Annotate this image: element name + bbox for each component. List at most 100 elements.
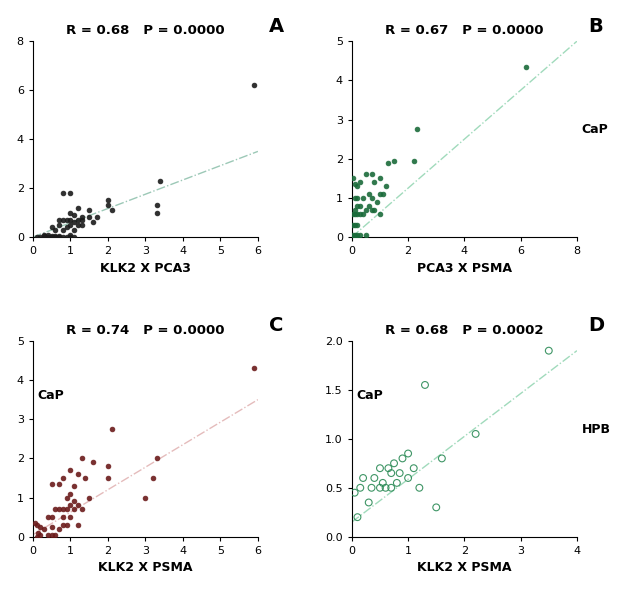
Point bbox=[521, 62, 531, 72]
Point bbox=[35, 530, 45, 540]
Point bbox=[65, 208, 75, 217]
Point bbox=[367, 170, 377, 179]
Point bbox=[80, 473, 90, 483]
Point bbox=[50, 530, 60, 540]
Point bbox=[350, 220, 360, 230]
Point bbox=[76, 454, 87, 463]
Point bbox=[361, 205, 371, 215]
Point bbox=[107, 206, 117, 215]
Point bbox=[381, 483, 391, 492]
Point bbox=[54, 220, 64, 229]
Point bbox=[65, 230, 75, 239]
Point bbox=[352, 181, 362, 191]
Point bbox=[69, 497, 79, 506]
Point bbox=[69, 481, 79, 491]
Point bbox=[348, 230, 358, 240]
Point bbox=[54, 231, 64, 241]
Point bbox=[356, 230, 366, 240]
Point bbox=[58, 473, 68, 483]
Point bbox=[58, 505, 68, 514]
Point bbox=[249, 363, 259, 373]
Point bbox=[352, 220, 362, 230]
Title: R = 0.68   P = 0.0000: R = 0.68 P = 0.0000 bbox=[66, 24, 224, 37]
Point bbox=[43, 232, 53, 242]
Point bbox=[348, 232, 358, 242]
Point bbox=[43, 230, 53, 239]
X-axis label: PCA3 X PSMA: PCA3 X PSMA bbox=[417, 262, 512, 275]
Point bbox=[249, 80, 259, 90]
Point bbox=[107, 424, 117, 434]
Point bbox=[46, 479, 56, 489]
Point bbox=[403, 449, 413, 458]
Point bbox=[65, 512, 75, 522]
Point bbox=[420, 380, 430, 389]
Point bbox=[84, 493, 94, 502]
Point bbox=[377, 478, 387, 488]
Point bbox=[65, 489, 75, 498]
Point bbox=[367, 193, 377, 203]
Point bbox=[350, 488, 360, 498]
Point bbox=[76, 215, 87, 225]
Point bbox=[39, 524, 49, 534]
Point bbox=[152, 200, 162, 210]
Point bbox=[350, 209, 360, 218]
Point bbox=[103, 462, 113, 471]
Title: R = 0.68   P = 0.0002: R = 0.68 P = 0.0002 bbox=[385, 324, 544, 337]
Point bbox=[35, 232, 45, 242]
Point bbox=[69, 505, 79, 514]
Point bbox=[383, 158, 393, 167]
X-axis label: KLK2 X PSMA: KLK2 X PSMA bbox=[417, 561, 512, 574]
Point bbox=[39, 230, 49, 239]
Point bbox=[46, 512, 56, 522]
Point bbox=[46, 232, 56, 242]
X-axis label: KLK2 X PCA3: KLK2 X PCA3 bbox=[100, 262, 191, 275]
Point bbox=[92, 213, 102, 222]
Point bbox=[61, 223, 71, 232]
Point bbox=[54, 215, 64, 225]
Point bbox=[73, 501, 83, 510]
Point bbox=[414, 483, 424, 492]
Point bbox=[73, 469, 83, 479]
Point bbox=[54, 505, 64, 514]
Point bbox=[352, 230, 362, 240]
Point bbox=[364, 189, 374, 199]
Point bbox=[350, 180, 360, 189]
Point bbox=[369, 177, 379, 187]
Point bbox=[348, 209, 358, 218]
Point bbox=[375, 209, 385, 218]
Point bbox=[155, 176, 166, 186]
Point bbox=[50, 225, 60, 235]
Text: B: B bbox=[588, 17, 603, 35]
Point bbox=[381, 181, 391, 191]
Point bbox=[398, 454, 408, 463]
Point bbox=[437, 454, 447, 463]
Point bbox=[103, 200, 113, 210]
Point bbox=[403, 473, 413, 483]
Title: R = 0.74   P = 0.0000: R = 0.74 P = 0.0000 bbox=[66, 324, 224, 337]
Point bbox=[356, 201, 366, 210]
Point bbox=[76, 505, 87, 514]
Point bbox=[369, 205, 379, 215]
Point bbox=[61, 493, 71, 502]
Point bbox=[369, 473, 379, 483]
Point bbox=[29, 518, 40, 528]
Point bbox=[35, 522, 45, 532]
Point bbox=[69, 225, 79, 235]
Point bbox=[352, 209, 362, 218]
Point bbox=[73, 203, 83, 212]
Point bbox=[372, 197, 382, 207]
Text: A: A bbox=[269, 17, 284, 35]
Point bbox=[409, 156, 419, 165]
Point bbox=[39, 231, 49, 241]
Point bbox=[152, 454, 162, 463]
Point bbox=[31, 232, 41, 242]
Point bbox=[46, 231, 56, 241]
Point bbox=[65, 501, 75, 510]
Point bbox=[389, 459, 399, 468]
Point bbox=[61, 520, 71, 530]
Point bbox=[54, 232, 64, 242]
Point bbox=[350, 205, 360, 215]
Point bbox=[84, 206, 94, 215]
Point bbox=[148, 473, 158, 483]
Point bbox=[377, 189, 387, 199]
